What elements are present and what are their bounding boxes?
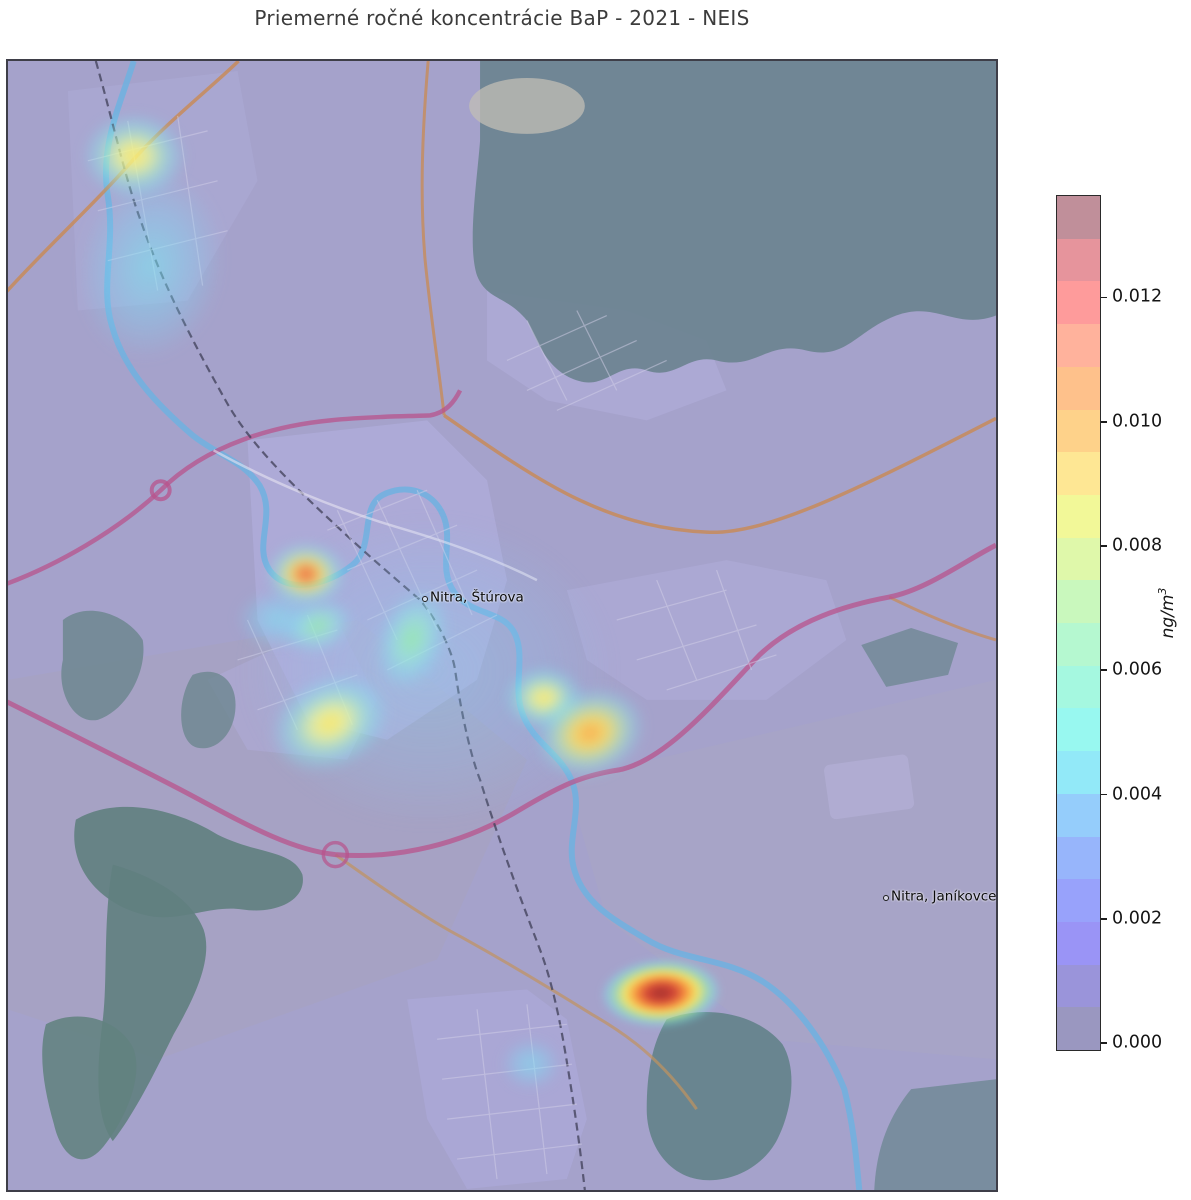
airfield [824, 754, 915, 820]
station-dot-icon [422, 596, 428, 602]
station-label: Nitra, Janíkovce [891, 888, 997, 905]
colorbar-segment [1057, 793, 1100, 837]
colorbar-tick-mark [1101, 545, 1107, 547]
colorbar-segment [1057, 836, 1100, 880]
colorbar-segment [1057, 537, 1100, 581]
colorbar-tick-label: 0.008 [1112, 535, 1163, 556]
colorbar-segment [1057, 964, 1100, 1008]
colorbar-segment [1057, 281, 1100, 325]
forest-southwest-3 [42, 1016, 137, 1160]
roundabout [149, 479, 172, 502]
forest-patch-west [61, 610, 144, 721]
colorbar-segment [1057, 324, 1100, 367]
colorbar-segment [1057, 196, 1100, 239]
colorbar-tick-mark [1101, 296, 1107, 299]
colorbar-segment [1057, 366, 1100, 410]
colorbar-segment [1057, 1007, 1100, 1051]
colorbar-tick-label: 0.012 [1112, 287, 1163, 308]
forest-south [646, 1011, 792, 1181]
road-east-branch [888, 595, 996, 642]
colorbar-tick-label: 0.000 [1112, 1032, 1163, 1053]
forest-zobor [472, 61, 996, 383]
basemap [8, 61, 996, 1190]
colorbar-segment [1057, 452, 1100, 495]
colorbar-tick-label: 0.006 [1112, 659, 1163, 680]
colorbar-segment [1057, 623, 1100, 666]
road-trunk-north [8, 389, 463, 586]
map-axes: Nitra, Štúrova Nitra, Janíkovce [6, 59, 998, 1192]
colorbar-tick-mark [1101, 1042, 1107, 1044]
road-east [443, 413, 996, 534]
figure-title: Priemerné ročné koncentrácie BaP - 2021 … [254, 6, 750, 30]
colorbar-segment [1057, 751, 1100, 794]
river-nitra [102, 61, 863, 1190]
colorbar-segment [1057, 580, 1100, 624]
colorbar-tick-label: 0.004 [1112, 784, 1163, 805]
station-label: Nitra, Štúrova [430, 589, 524, 606]
colorbar-ticks: 0.012 0.010 0.008 0.006 0.004 0.002 0.000 [1101, 195, 1191, 1053]
colorbar-tick-label: 0.002 [1112, 908, 1163, 929]
interchange [321, 840, 350, 869]
forest-patch-west2 [181, 671, 236, 749]
colorbar-segment [1057, 409, 1100, 453]
forest-clearing [469, 77, 585, 134]
forest-patch-east [861, 627, 959, 687]
colorbar-segment [1057, 921, 1100, 965]
colorbar-tick-label: 0.010 [1112, 411, 1163, 432]
road-janikovce [334, 853, 698, 1111]
colorbar [1056, 195, 1101, 1051]
road-north [420, 61, 446, 416]
colorbar-tick-mark [1101, 917, 1107, 920]
road-r1-motorway [8, 542, 996, 859]
colorbar-segment [1057, 238, 1100, 282]
city-chrenova [566, 560, 847, 700]
colorbar-tick-mark [1101, 669, 1107, 672]
colorbar-unit-label: ng/m3 [1156, 587, 1178, 639]
colorbar-segment [1057, 665, 1100, 709]
station-dot-icon [883, 895, 889, 901]
colorbar-tick-mark [1101, 793, 1107, 796]
colorbar-segment [1057, 879, 1100, 922]
colorbar-segment [1057, 494, 1100, 538]
colorbar-segment [1057, 708, 1100, 752]
colorbar-tick-mark [1101, 420, 1107, 423]
main-street [212, 449, 538, 582]
forest-southeast-corner [874, 1079, 996, 1190]
